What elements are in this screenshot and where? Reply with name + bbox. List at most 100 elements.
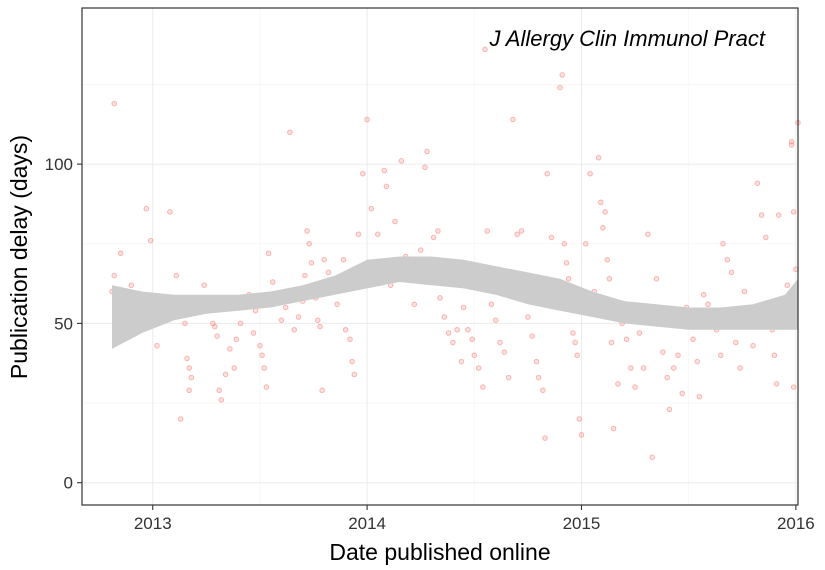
data-point: [758, 212, 765, 218]
data-point: [576, 416, 583, 422]
data-point: [604, 256, 610, 263]
data-point: [287, 129, 293, 136]
data-point: [640, 365, 647, 371]
data-point: [282, 304, 289, 311]
data-point: [128, 282, 135, 288]
data-point: [649, 454, 655, 460]
data-point: [763, 234, 769, 241]
data-point: [295, 314, 302, 320]
data-point: [784, 282, 791, 288]
data-point: [484, 228, 490, 234]
data-point: [259, 352, 265, 359]
data-point: [544, 170, 550, 177]
data-point: [182, 320, 188, 327]
data-point: [392, 218, 398, 225]
data-point: [317, 323, 323, 330]
data-point: [154, 342, 160, 349]
data-point: [437, 295, 443, 301]
data-point: [600, 225, 606, 231]
data-point: [696, 393, 703, 400]
data-point: [510, 116, 516, 123]
data-point: [754, 180, 761, 186]
data-point: [557, 84, 563, 91]
data-point: [632, 384, 638, 390]
data-point: [250, 330, 257, 336]
data-point: [660, 349, 666, 355]
panel-background: [82, 8, 798, 505]
data-point: [653, 276, 660, 282]
data-point: [720, 241, 726, 247]
data-point: [201, 282, 207, 288]
data-point: [375, 231, 381, 237]
data-point: [574, 352, 580, 359]
data-point: [302, 272, 308, 279]
data-point: [505, 374, 512, 381]
data-point: [177, 416, 184, 422]
data-point: [212, 323, 218, 330]
x-tick-label: 2015: [563, 514, 601, 533]
data-point: [111, 272, 117, 279]
data-point: [304, 228, 310, 234]
data-point: [349, 358, 355, 365]
data-point: [561, 241, 568, 247]
y-axis-title: Publication delay (days): [6, 135, 32, 379]
minor-grid: [82, 8, 798, 505]
data-point: [237, 320, 244, 327]
data-point: [501, 349, 508, 355]
smooth-confidence-band: [112, 256, 798, 349]
data-point: [460, 304, 467, 311]
data-point: [750, 342, 756, 349]
data-point: [518, 228, 525, 234]
data-point: [606, 276, 613, 282]
data-point: [184, 355, 190, 362]
data-point: [666, 406, 673, 413]
data-point: [278, 317, 285, 323]
data-point: [525, 314, 531, 320]
data-point: [773, 381, 780, 387]
data-point: [488, 301, 495, 308]
data-point: [679, 390, 685, 397]
data-point: [186, 387, 192, 394]
journal-annotation: J Allergy Clin Immunol Pract: [489, 26, 766, 51]
data-point: [529, 333, 535, 339]
data-point: [705, 301, 711, 308]
data-point: [583, 241, 589, 247]
data-point: [398, 158, 405, 164]
data-point: [690, 336, 696, 343]
data-point: [741, 288, 748, 295]
data-point: [454, 327, 460, 333]
data-point: [315, 317, 321, 323]
data-point: [790, 209, 797, 215]
data-point: [319, 387, 325, 394]
y-tick-label: 50: [54, 314, 73, 333]
data-point: [334, 301, 340, 308]
data-point: [482, 46, 488, 53]
data-point: [340, 256, 347, 263]
data-point: [435, 228, 441, 234]
data-point: [263, 384, 270, 390]
data-point: [411, 301, 418, 308]
data-point: [306, 241, 312, 247]
data-point: [445, 330, 452, 336]
data-point: [214, 333, 220, 339]
data-point: [790, 384, 797, 390]
data-point: [321, 256, 327, 263]
data-point: [471, 352, 478, 359]
data-point: [623, 336, 630, 343]
data-point: [351, 371, 358, 378]
data-point: [595, 154, 602, 161]
data-point: [167, 209, 173, 215]
data-point: [257, 342, 263, 349]
data-point: [565, 276, 572, 282]
data-point: [308, 260, 315, 266]
x-tick-label: 2016: [777, 514, 815, 533]
data-point: [291, 327, 297, 333]
data-point: [342, 327, 349, 333]
data-point: [578, 432, 585, 438]
data-point: [469, 336, 475, 343]
data-point: [559, 72, 565, 78]
data-point: [261, 365, 267, 371]
data-point: [563, 260, 570, 266]
data-point: [675, 352, 681, 359]
data-point: [670, 365, 677, 371]
